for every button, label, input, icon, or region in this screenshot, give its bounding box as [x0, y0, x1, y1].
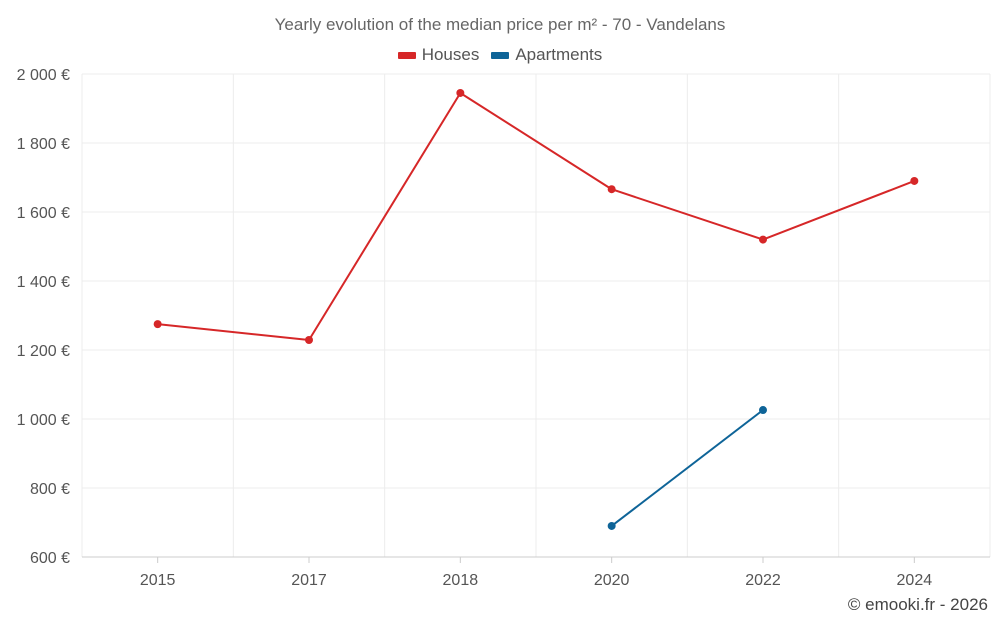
y-tick-label: 1 800 € — [17, 136, 70, 153]
x-tick-label: 2022 — [745, 572, 781, 589]
series-line-apartments — [611, 409, 764, 527]
series-line-houses — [157, 91, 915, 341]
data-point-apartments — [607, 521, 616, 530]
x-tick-label: 2018 — [443, 572, 479, 589]
x-tick-label: 2015 — [140, 572, 176, 589]
legend-item-houses[interactable]: Houses — [397, 45, 480, 65]
x-tick-label: 2024 — [897, 572, 933, 589]
data-point-apartments — [759, 406, 767, 415]
data-point-houses — [305, 335, 313, 344]
chart-legend: Houses Apartments — [0, 45, 1000, 65]
y-tick-label: 1 200 € — [17, 343, 70, 360]
y-tick-label: 800 € — [30, 481, 70, 498]
data-point-houses — [153, 320, 162, 329]
y-tick-label: 2 000 € — [17, 67, 70, 84]
legend-label-houses: Houses — [421, 45, 480, 64]
y-tick-label: 1 600 € — [17, 205, 70, 222]
data-point-houses — [456, 88, 465, 97]
legend-swatch-apartments — [491, 51, 510, 59]
legend-swatch-houses — [397, 51, 416, 59]
data-point-houses — [607, 185, 616, 194]
y-tick-label: 600 € — [30, 550, 70, 567]
y-tick-label: 1 400 € — [17, 274, 70, 291]
data-point-houses — [910, 176, 919, 185]
y-tick-label: 1 000 € — [17, 412, 70, 429]
copyright-credit: © emooki.fr - 2026 — [847, 595, 988, 614]
legend-label-apartments: Apartments — [515, 45, 603, 64]
data-point-houses — [759, 235, 767, 244]
x-tick-label: 2017 — [291, 572, 327, 589]
chart-title: Yearly evolution of the median price per… — [274, 15, 726, 34]
legend-item-apartments[interactable]: Apartments — [491, 45, 602, 65]
x-tick-label: 2020 — [594, 572, 630, 589]
